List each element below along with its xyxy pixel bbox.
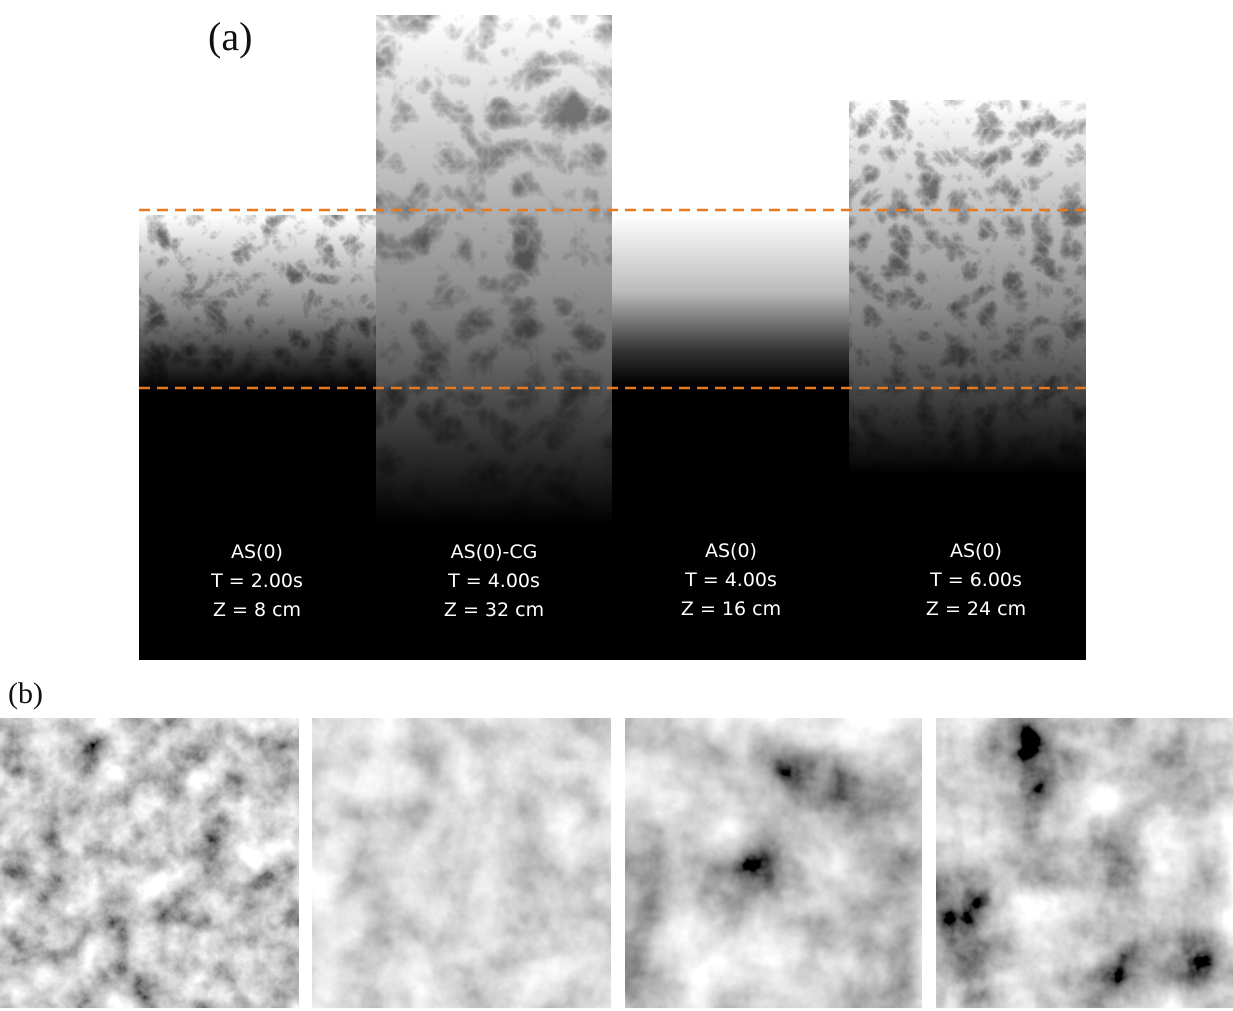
mixing-shade (376, 15, 612, 525)
panel-caption: Z = 8 cm (213, 599, 301, 621)
cross-section-image (312, 718, 611, 1008)
panel-caption: AS(0) (950, 540, 1002, 562)
panel-caption: Z = 16 cm (681, 598, 781, 620)
mixing-zone (612, 215, 849, 385)
panel-caption: Z = 24 cm (926, 598, 1026, 620)
panel-caption: T = 6.00s (929, 569, 1022, 591)
panel-label: (a) (208, 14, 252, 59)
cross-section-image (625, 718, 922, 1008)
panel-caption: AS(0) (705, 540, 757, 562)
mixing-shade (139, 215, 376, 390)
cross-section-image (936, 718, 1233, 1008)
mixing-shade (849, 100, 1086, 475)
panel-label: (b) (8, 677, 43, 710)
cross-section-image (0, 718, 299, 1008)
panel-caption: T = 4.00s (684, 569, 777, 591)
panel-caption: Z = 32 cm (444, 599, 544, 621)
panel-caption: AS(0) (231, 541, 283, 563)
panel-caption: T = 2.00s (210, 570, 303, 592)
panel-caption: AS(0)-CG (451, 541, 538, 563)
panel-caption: T = 4.00s (447, 570, 540, 592)
